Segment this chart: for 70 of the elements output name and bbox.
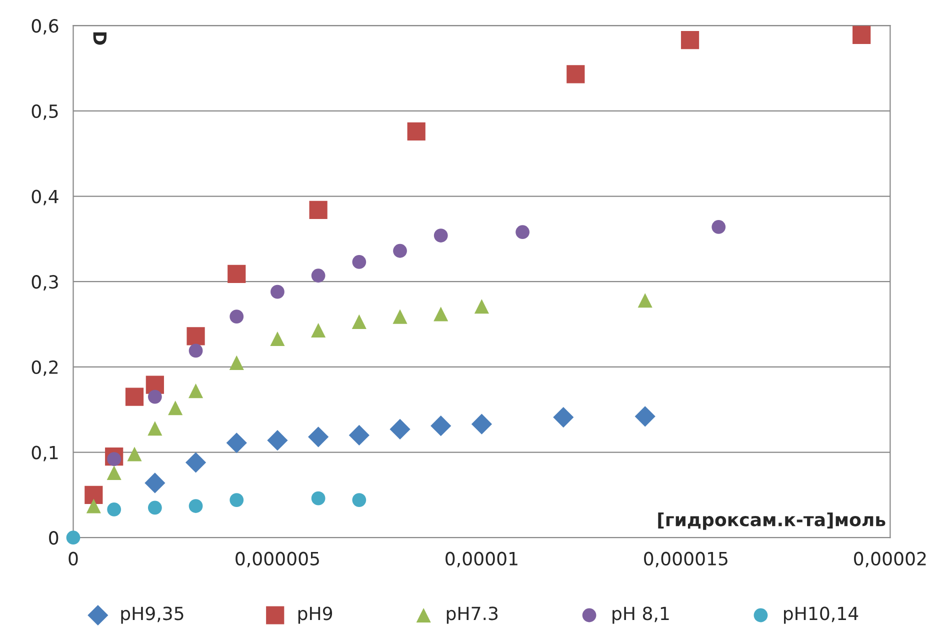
point <box>407 122 426 140</box>
point <box>106 465 122 480</box>
point <box>148 390 162 404</box>
point <box>148 500 162 515</box>
point <box>84 486 103 504</box>
legend-label: pH10,14 <box>784 606 858 624</box>
point <box>228 264 246 283</box>
point <box>852 26 871 44</box>
y-tick-label: 0,3 <box>32 275 58 291</box>
x-tick-label: 0,000005 <box>236 552 319 568</box>
point <box>390 418 410 440</box>
point <box>434 228 448 242</box>
point <box>471 414 492 434</box>
legend-label: pH9,35 <box>121 606 184 624</box>
point <box>107 502 122 516</box>
point <box>516 225 530 240</box>
point <box>638 293 652 308</box>
point <box>352 314 366 329</box>
point <box>270 331 285 346</box>
point <box>66 530 80 545</box>
y-tick-label: 0 <box>49 531 58 545</box>
point <box>86 498 101 514</box>
point <box>188 384 204 398</box>
y-tick-label: 0,2 <box>32 360 58 376</box>
point <box>186 327 205 346</box>
point <box>393 244 407 258</box>
point <box>308 426 329 448</box>
point <box>430 416 452 436</box>
point <box>311 322 326 338</box>
y-tick-label: 0,1 <box>32 446 58 462</box>
point <box>348 424 370 446</box>
point <box>352 255 366 269</box>
point <box>148 421 162 436</box>
point <box>230 493 244 507</box>
legend-label: pH7.3 <box>446 606 498 624</box>
x-tick-label: 0,00001 <box>446 552 518 568</box>
point <box>144 472 166 494</box>
point <box>267 430 288 451</box>
point <box>309 200 328 219</box>
legend-label: pH 8,1 <box>612 606 669 624</box>
point <box>434 306 448 322</box>
x-tick-label: 0,00002 <box>854 552 926 568</box>
point <box>127 446 142 462</box>
point <box>566 65 585 84</box>
x-tick-label: 0 <box>68 552 78 566</box>
y-tick-label: 0,4 <box>32 190 58 206</box>
point <box>188 344 203 358</box>
x-axis-title: [гидроксам.к-та]моль <box>658 512 886 530</box>
point <box>270 284 284 299</box>
point <box>352 493 366 507</box>
point <box>185 452 206 473</box>
point <box>474 299 489 314</box>
point <box>634 406 656 427</box>
point <box>168 400 183 416</box>
point <box>392 309 408 324</box>
x-tick-label: 0,000015 <box>644 552 728 568</box>
point <box>712 220 726 234</box>
point <box>311 491 326 506</box>
point <box>125 388 144 406</box>
point <box>680 31 700 50</box>
point <box>311 268 326 283</box>
point <box>230 310 244 324</box>
point <box>553 406 574 428</box>
point <box>188 499 203 513</box>
legend-label: pH9 <box>298 606 332 624</box>
point <box>226 432 247 454</box>
point <box>229 355 244 370</box>
y-axis-title: D <box>93 32 106 45</box>
y-tick-label: 0,5 <box>32 104 58 120</box>
y-tick-label: 0,6 <box>32 19 58 35</box>
